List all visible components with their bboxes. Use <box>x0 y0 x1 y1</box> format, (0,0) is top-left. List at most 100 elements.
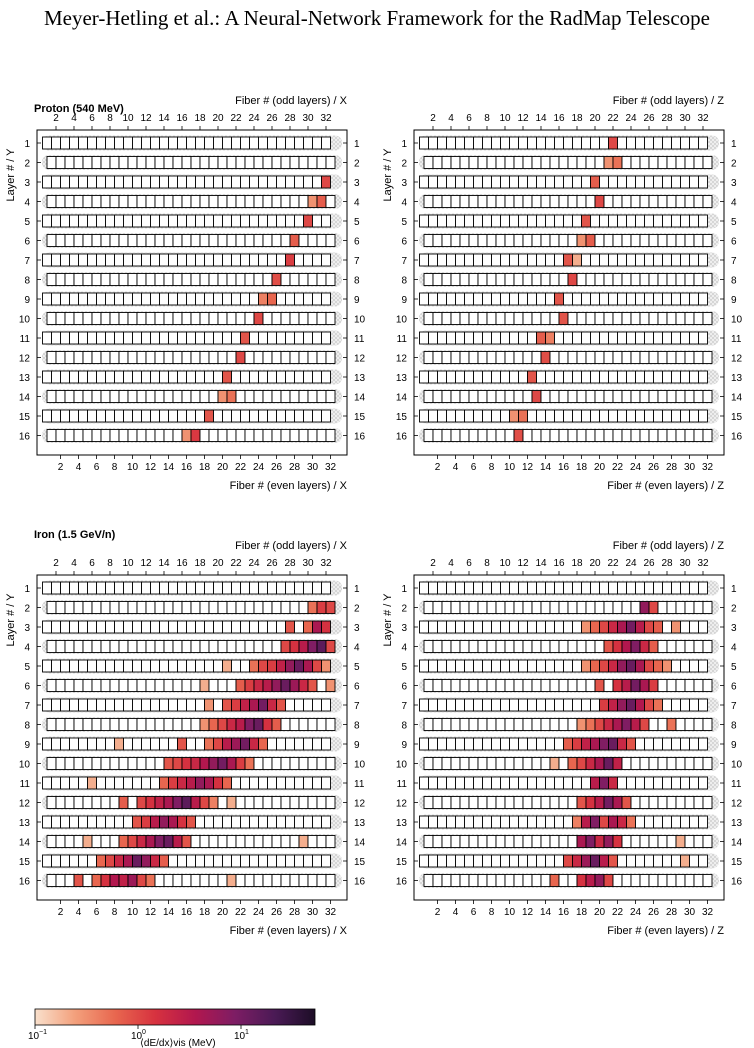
fiber-cell <box>594 312 605 325</box>
fiber-cell-hit <box>554 292 564 306</box>
fiber-cell <box>123 659 133 673</box>
fiber-cell <box>267 737 277 751</box>
fiber-cell-hit <box>267 698 277 712</box>
fiber-cell <box>100 835 111 848</box>
fiber-cell <box>213 136 223 150</box>
fiber-cell-hit <box>603 718 614 731</box>
fiber-cell <box>123 776 133 790</box>
fiber-cell <box>235 640 246 653</box>
fiber-cell <box>240 214 250 228</box>
fiber-cell <box>253 429 264 442</box>
fiber-cell <box>473 776 483 790</box>
fiber-cell <box>657 679 668 692</box>
fiber-cell <box>572 581 582 595</box>
fiber-cell <box>500 659 510 673</box>
fiber-cell <box>662 214 672 228</box>
fiber-cell <box>419 659 429 673</box>
fiber-cell <box>446 409 456 423</box>
fiber-cell <box>513 351 524 364</box>
fiber-cell <box>513 640 524 653</box>
fiber-cell <box>473 136 483 150</box>
fiber-cell <box>671 253 681 267</box>
fiber-cell <box>608 370 618 384</box>
fiber-cell <box>684 640 695 653</box>
fiber-cell <box>477 351 488 364</box>
fiber-cell-hit <box>213 776 223 790</box>
layer-label-right: 7 <box>354 256 360 267</box>
fiber-cell-hit <box>581 737 591 751</box>
layer-label-right: 2 <box>354 159 360 170</box>
fiber-cell <box>491 253 501 267</box>
fiber-cell-hit <box>168 776 178 790</box>
fiber-cell <box>698 698 708 712</box>
fiber-cell <box>78 175 88 189</box>
fiber-cell <box>419 409 429 423</box>
bottom-tick-label: 14 <box>540 462 552 473</box>
fiber-cell <box>545 581 555 595</box>
fiber-cell <box>172 195 183 208</box>
fiber-cell <box>195 292 205 306</box>
fiber-cell <box>294 581 304 595</box>
bottom-tick-label: 14 <box>163 907 175 918</box>
fiber-cell <box>612 273 623 286</box>
fiber-cell <box>635 776 645 790</box>
top-tick-label: 14 <box>535 558 547 569</box>
fiber-cell <box>154 351 165 364</box>
fiber-cell-hit <box>186 815 196 829</box>
fiber-cell <box>581 175 591 189</box>
fiber-cell <box>455 776 465 790</box>
fiber-cell <box>303 776 313 790</box>
fiber-cell <box>60 292 70 306</box>
fiber-cell <box>231 331 241 345</box>
layer-label-left: 4 <box>24 643 30 654</box>
top-axis-label: Fiber # (odd layers) / X <box>235 95 348 107</box>
fiber-cell <box>177 136 187 150</box>
fiber-cell <box>195 214 205 228</box>
fiber-cell <box>222 854 232 868</box>
fiber-cell <box>294 292 304 306</box>
fiber-cell <box>231 620 241 634</box>
fiber-cell <box>432 156 443 169</box>
fiber-cell <box>60 776 70 790</box>
fiber-cell <box>150 698 160 712</box>
fiber-cell <box>325 234 336 247</box>
colorbar-gradient <box>34 1008 316 1026</box>
fiber-cell <box>486 874 497 887</box>
fiber-cell <box>486 390 497 403</box>
fiber-cell <box>680 620 690 634</box>
fiber-cell <box>109 429 120 442</box>
fiber-cell <box>271 796 282 809</box>
fiber-cell <box>208 679 219 692</box>
fiber-cell <box>262 601 273 614</box>
layer-label-left: 15 <box>396 857 408 868</box>
fiber-cell <box>87 815 97 829</box>
fiber-cell <box>204 331 214 345</box>
fiber-cell <box>675 156 686 169</box>
fiber-cell <box>271 312 282 325</box>
fiber-cell-hit <box>307 640 318 653</box>
fiber-cell <box>82 601 93 614</box>
top-tick-label: 30 <box>302 113 314 124</box>
fiber-cell <box>316 312 327 325</box>
fiber-cell <box>46 679 57 692</box>
fiber-cell <box>280 601 291 614</box>
fiber-cell <box>653 815 663 829</box>
fiber-cell <box>576 351 587 364</box>
fiber-cell <box>316 679 327 692</box>
fiber-cell-hit <box>303 214 313 228</box>
fiber-cell <box>662 175 672 189</box>
fiber-cell <box>504 640 515 653</box>
fiber-cell-hit <box>599 737 609 751</box>
top-tick-label: 8 <box>484 113 490 124</box>
fiber-cell <box>639 156 650 169</box>
fiber-cell-hit <box>594 718 605 731</box>
fiber-cell <box>51 331 61 345</box>
fiber-cell <box>432 312 443 325</box>
fiber-cell <box>64 234 75 247</box>
fiber-cell <box>477 273 488 286</box>
fiber-cell <box>195 370 205 384</box>
bottom-tick-label: 2 <box>58 907 64 918</box>
